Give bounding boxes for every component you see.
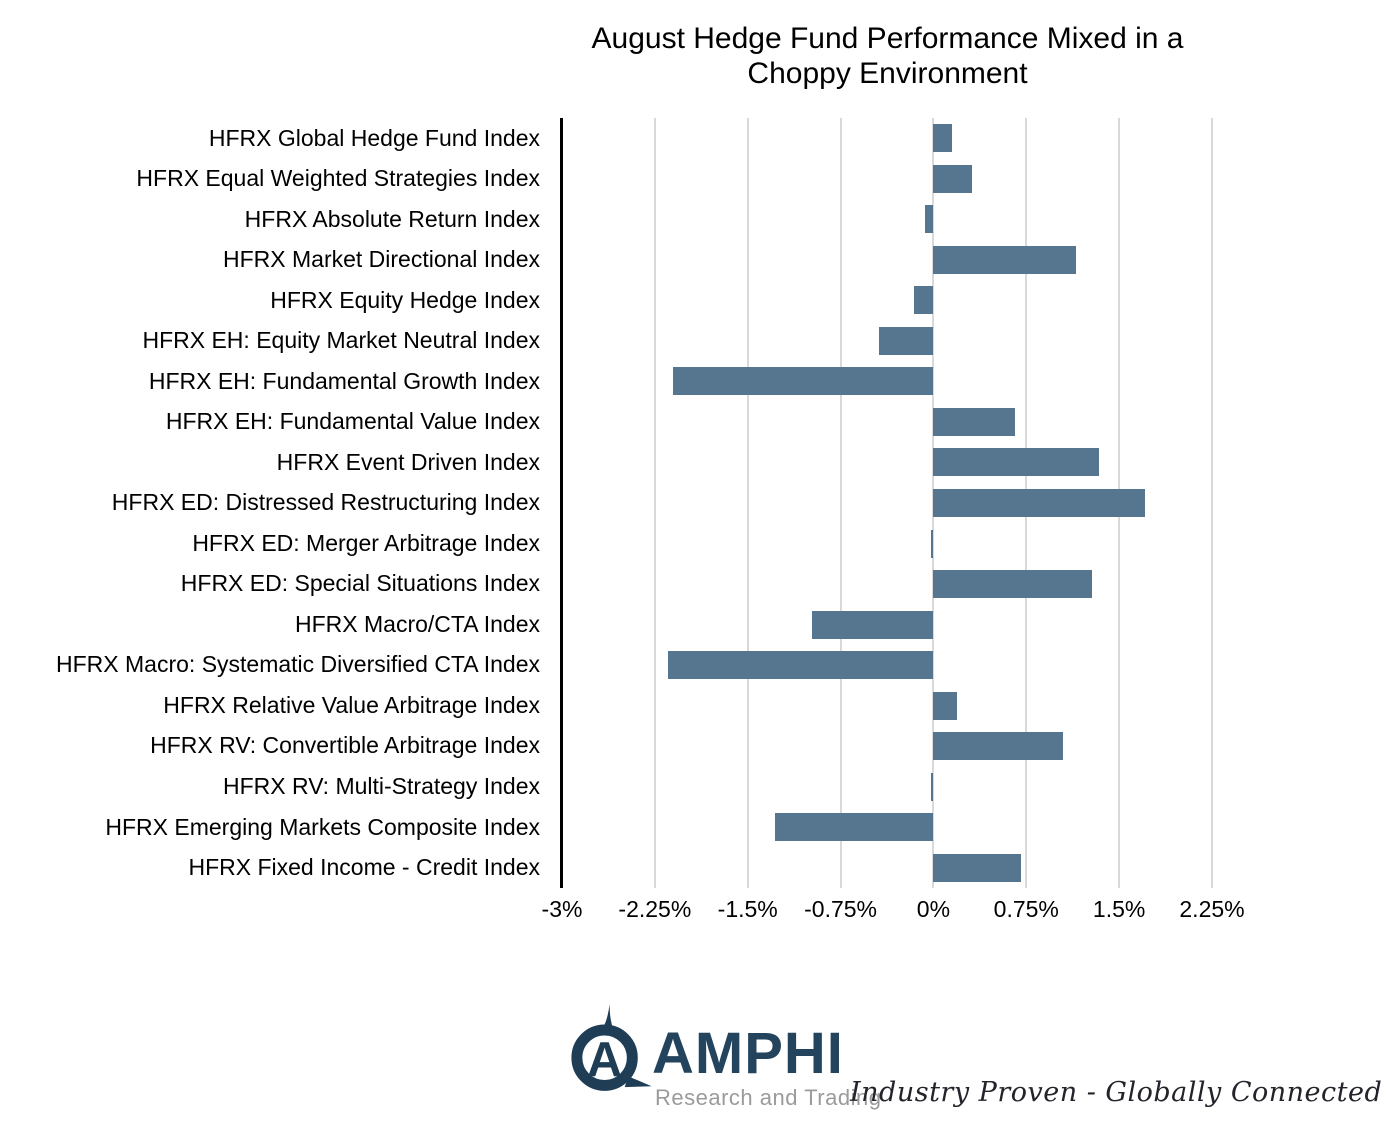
bar-1 [933, 124, 952, 153]
y-category-label: HFRX EH: Equity Market Neutral Index [142, 327, 540, 354]
bar-3 [924, 205, 934, 234]
gridline [839, 118, 842, 888]
amphi-tagline: Industry Proven - Globally Connected [850, 1077, 1383, 1108]
amphi-logo-icon: A [571, 1003, 652, 1091]
x-tick-label: -2.25% [618, 896, 692, 922]
x-tick-label: -0.75% [804, 896, 877, 922]
y-axis-labels: HFRX Global Hedge Fund Index HFRX Equal W… [0, 118, 540, 888]
y-category-label: HFRX Global Hedge Fund Index [208, 124, 540, 151]
y-category-label: HFRX Emerging Markets Composite Index [105, 813, 540, 840]
chart-title: August Hedge Fund Performance Mixed in a… [400, 22, 1375, 91]
bar-14 [668, 651, 934, 680]
x-tick-label: 1.5% [1092, 896, 1146, 922]
y-axis-line [560, 118, 563, 888]
x-axis-tick-labels: -3% -2.25% -1.5% -0.75% 0% 0.75% 1.5% 2.25% [542, 896, 1245, 926]
y-category-label: HFRX Equal Weighted Strategies Index [136, 165, 540, 192]
y-category-label: HFRX ED: Merger Arbitrage Index [192, 529, 540, 556]
bar-9 [933, 448, 1100, 477]
y-category-label: HFRX RV: Multi-Strategy Index [223, 773, 540, 799]
bar-15 [933, 691, 957, 720]
x-tick-label: 2.25% [1179, 896, 1245, 922]
y-category-label: HFRX Macro/CTA Index [295, 610, 540, 637]
chart-title-line1: August Hedge Fund Performance Mixed in a [591, 22, 1184, 55]
x-tick-label: -3% [541, 896, 583, 922]
svg-text:A: A [587, 1033, 622, 1087]
y-category-label: HFRX Absolute Return Index [244, 205, 540, 232]
y-category-label: HFRX Macro: Systematic Diversified CTA I… [56, 651, 540, 678]
footer: A AMPHI Research and Trading Industry Pr… [0, 985, 1386, 1126]
logo-tail [624, 1076, 652, 1088]
amphi-subtitle: Research and Trading [655, 1085, 882, 1110]
bar-11 [930, 529, 934, 558]
bar-4 [933, 245, 1076, 274]
gridline [653, 118, 656, 888]
bar-16 [933, 732, 1064, 761]
x-tick-label: 0.75% [993, 896, 1059, 922]
chart-title-line2: Choppy Environment [747, 56, 1028, 90]
y-category-label: HFRX Equity Hedge Index [270, 286, 540, 313]
y-category-label: HFRX ED: Distressed Restructuring Index [111, 489, 540, 516]
y-category-label: HFRX Relative Value Arbitrage Index [163, 691, 540, 718]
y-category-label: HFRX EH: Fundamental Value Index [165, 408, 540, 435]
bar-10 [933, 489, 1146, 517]
bar-17 [930, 772, 934, 801]
amphi-wordmark: AMPHI [652, 1021, 844, 1086]
y-category-label: HFRX Fixed Income - Credit Index [188, 854, 540, 881]
x-tick-label: 0% [916, 896, 951, 922]
bar-12 [933, 570, 1092, 599]
plot-area [560, 118, 1213, 888]
gridline [1211, 118, 1213, 888]
logo-flame [601, 1003, 616, 1035]
bar-18 [774, 813, 934, 842]
y-category-label: HFRX ED: Special Situations Index [180, 570, 540, 597]
bar-19 [933, 853, 1022, 882]
y-category-label: HFRX Event Driven Index [276, 448, 540, 475]
y-category-label: HFRX Market Directional Index [223, 246, 540, 273]
bar-2 [933, 164, 972, 193]
bar-5 [913, 286, 934, 315]
x-tick-label: -1.5% [717, 896, 778, 922]
bar-7 [673, 367, 934, 396]
y-category-label: HFRX RV: Convertible Arbitrage Index [150, 732, 540, 759]
y-category-label: HFRX EH: Fundamental Growth Index [148, 367, 540, 394]
bar-8 [933, 407, 1016, 436]
gridline [746, 118, 749, 888]
bar-6 [878, 326, 934, 355]
bar-13 [812, 610, 934, 639]
